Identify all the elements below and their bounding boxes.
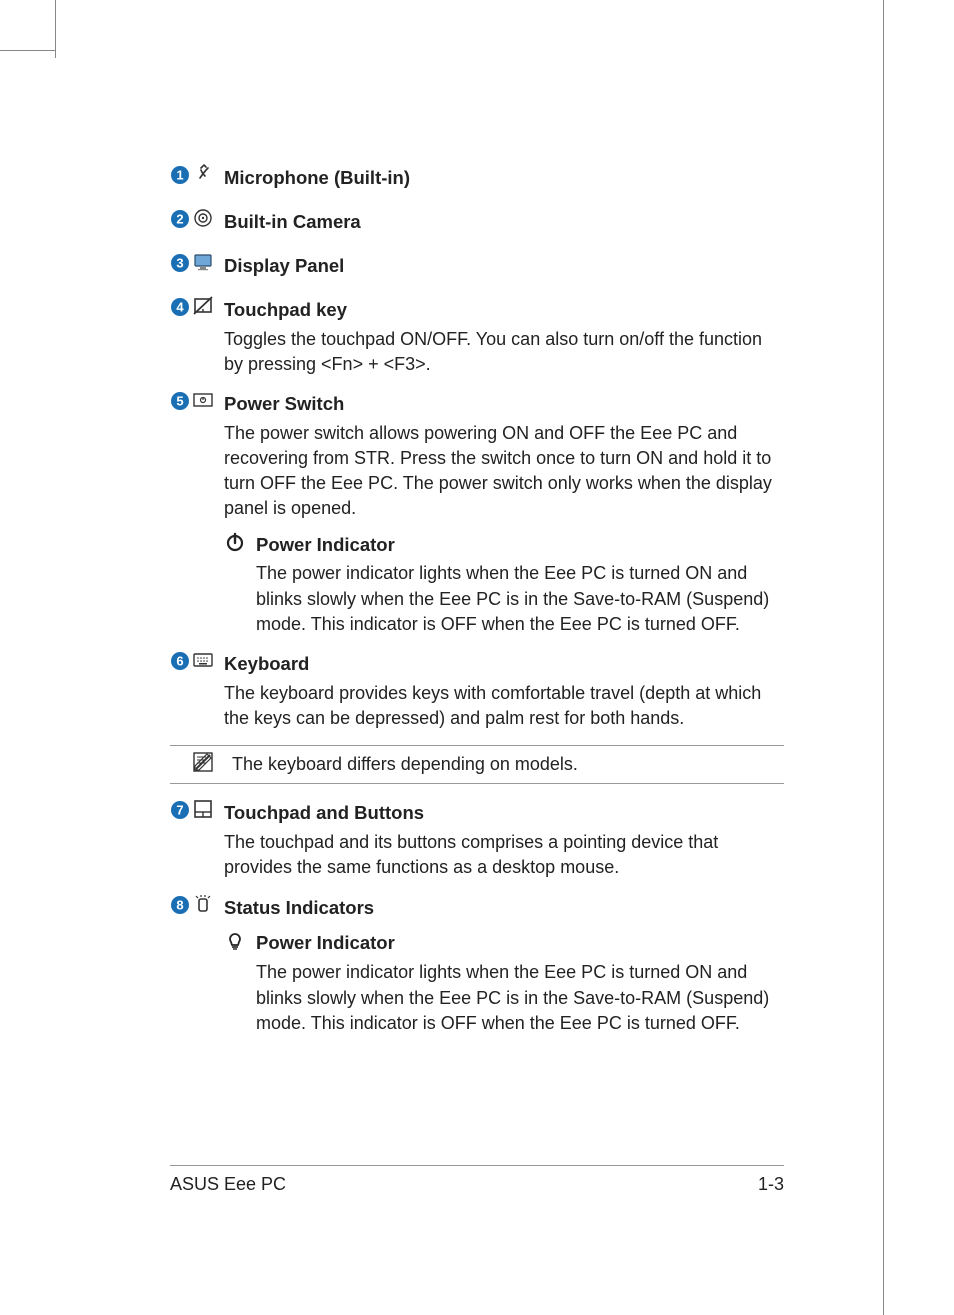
feature-item: 8 Status Indicators Power Indicator The … xyxy=(170,895,784,1036)
footer-left: ASUS Eee PC xyxy=(170,1174,286,1195)
crop-mark-right xyxy=(883,0,884,1315)
camera-icon xyxy=(192,208,224,228)
svg-text:4: 4 xyxy=(176,299,184,314)
item-number-badge: 2 xyxy=(170,209,192,229)
item-desc: The touchpad and its buttons comprises a… xyxy=(224,830,784,880)
note-block: The keyboard differs depending on models… xyxy=(170,745,784,784)
item-number-badge: 1 xyxy=(170,165,192,185)
note-rule-bottom xyxy=(170,783,784,784)
note-icon xyxy=(192,752,224,777)
item-title: Keyboard xyxy=(224,651,784,677)
crop-mark-left xyxy=(55,0,56,58)
item-title: Touchpad key xyxy=(224,297,784,323)
page-footer: ASUS Eee PC 1-3 xyxy=(170,1165,784,1195)
item-title: Built-in Camera xyxy=(224,209,784,235)
feature-item: 1 Microphone (Built-in) xyxy=(170,165,784,195)
feature-item: 3 Display Panel xyxy=(170,253,784,283)
power-icon xyxy=(224,532,256,559)
item-number-badge: 6 xyxy=(170,651,192,671)
feature-item: 2 Built-in Camera xyxy=(170,209,784,239)
display-icon xyxy=(192,252,224,272)
status-icon xyxy=(192,894,224,914)
mic-icon xyxy=(192,164,224,184)
sub-desc: The power indicator lights when the Eee … xyxy=(256,960,784,1036)
keyboard-icon xyxy=(192,650,224,670)
item-title: Microphone (Built-in) xyxy=(224,165,784,191)
item-number-badge: 4 xyxy=(170,297,192,317)
feature-item: 6 Keyboard The keyboard provides keys wi… xyxy=(170,651,784,731)
touchpad-icon xyxy=(192,799,224,819)
sub-item: Power Indicator The power indicator ligh… xyxy=(224,532,784,637)
sub-title: Power Indicator xyxy=(256,532,784,558)
crop-mark-top xyxy=(0,50,56,51)
feature-item: 5 Power Switch The power switch allows p… xyxy=(170,391,784,637)
svg-text:8: 8 xyxy=(176,897,183,912)
feature-item: 7 Touchpad and Buttons The touchpad and … xyxy=(170,800,784,880)
sub-item: Power Indicator The power indicator ligh… xyxy=(224,930,784,1035)
item-number-badge: 3 xyxy=(170,253,192,273)
item-desc: The keyboard provides keys with comforta… xyxy=(224,681,784,731)
svg-text:1: 1 xyxy=(176,168,183,183)
item-desc: Toggles the touchpad ON/OFF. You can als… xyxy=(224,327,784,377)
svg-text:3: 3 xyxy=(176,255,183,270)
item-number-badge: 5 xyxy=(170,391,192,411)
sub-desc: The power indicator lights when the Eee … xyxy=(256,561,784,637)
item-number-badge: 7 xyxy=(170,800,192,820)
powerswitch-icon xyxy=(192,390,224,410)
touchpadkey-icon xyxy=(192,296,224,316)
item-desc: The power switch allows powering ON and … xyxy=(224,421,784,522)
footer-rule xyxy=(170,1165,784,1166)
bulb-icon xyxy=(224,930,256,957)
item-title: Display Panel xyxy=(224,253,784,279)
svg-text:6: 6 xyxy=(176,654,183,669)
note-text: The keyboard differs depending on models… xyxy=(232,754,784,775)
item-title: Power Switch xyxy=(224,391,784,417)
feature-list: 1 Microphone (Built-in) 2 Built-in Camer… xyxy=(170,165,784,1036)
feature-item: 4 Touchpad key Toggles the touchpad ON/O… xyxy=(170,297,784,377)
manual-page: 1 Microphone (Built-in) 2 Built-in Camer… xyxy=(0,0,954,1315)
footer-right: 1-3 xyxy=(758,1174,784,1195)
svg-text:2: 2 xyxy=(176,211,183,226)
item-number-badge: 8 xyxy=(170,895,192,915)
item-title: Touchpad and Buttons xyxy=(224,800,784,826)
item-title: Status Indicators xyxy=(224,895,784,921)
svg-text:5: 5 xyxy=(176,393,183,408)
sub-title: Power Indicator xyxy=(256,930,784,956)
svg-text:7: 7 xyxy=(176,803,183,818)
